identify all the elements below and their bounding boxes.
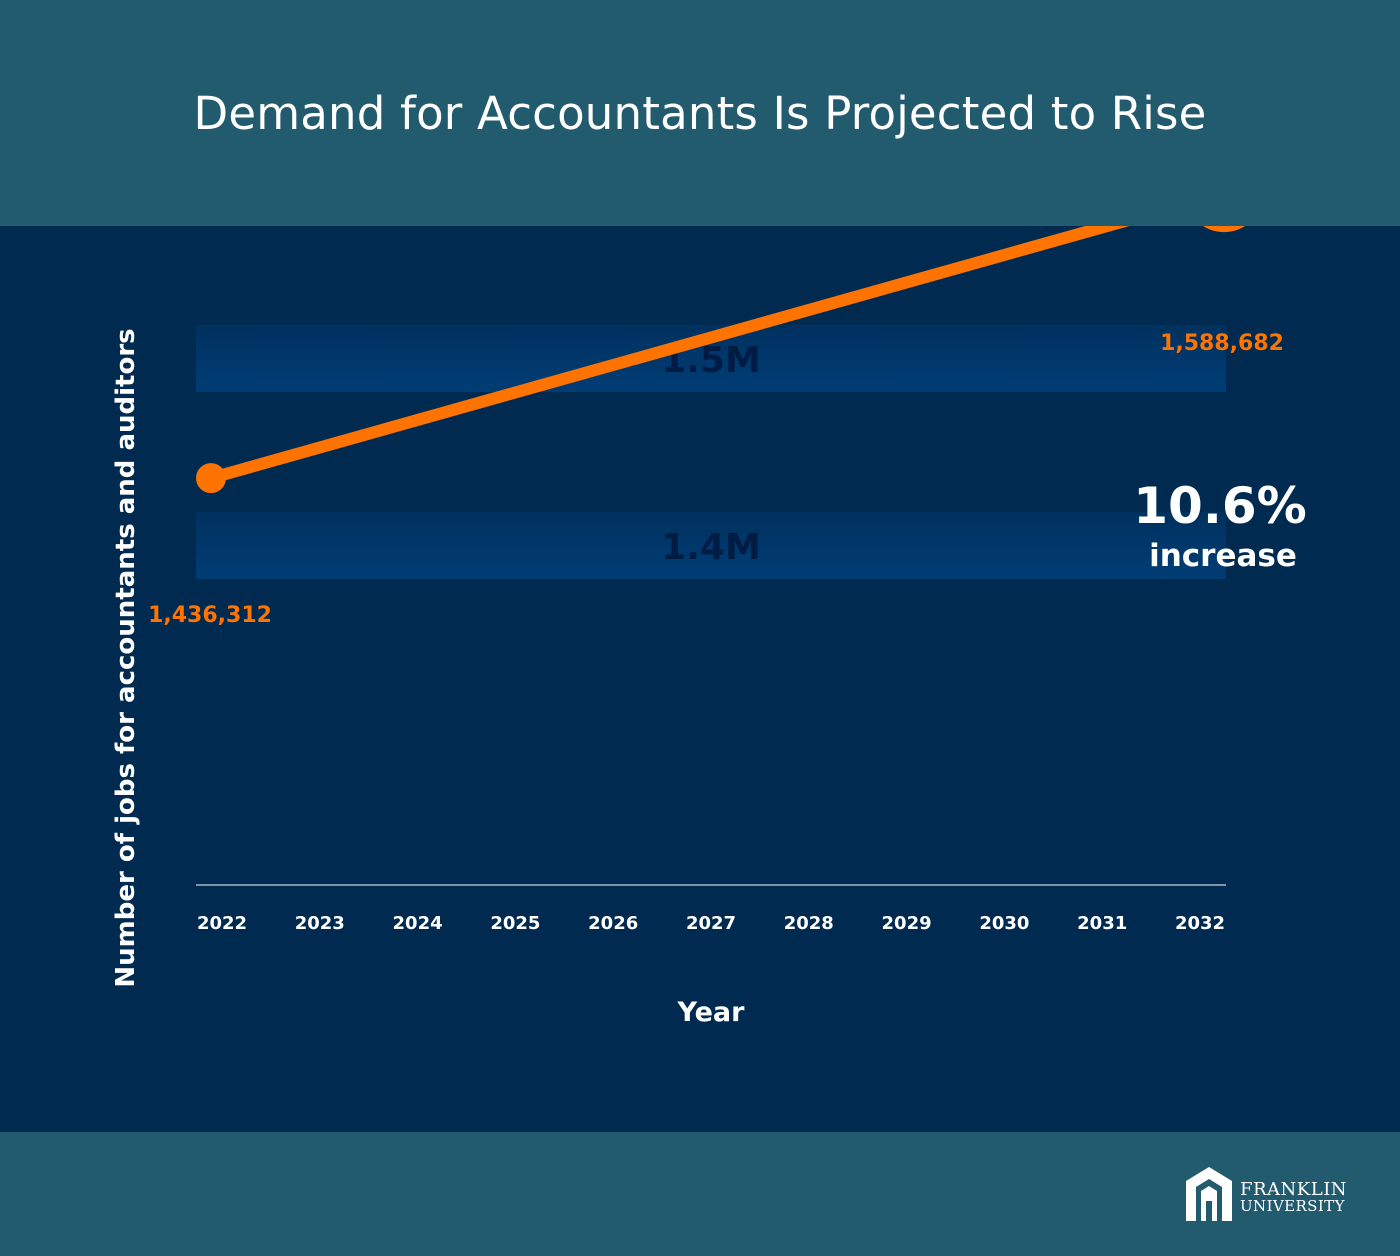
chart-area: 1.6M1.5M1.4M 202220232024202520262027202… <box>0 138 1400 1132</box>
x-tick-label: 2026 <box>588 913 638 934</box>
x-tick-label: 2022 <box>197 913 247 934</box>
gridline-band <box>196 512 1226 579</box>
x-tick-label: 2027 <box>686 913 736 934</box>
franklin-university-logo: FRANKLIN UNIVERSITY <box>1184 1163 1360 1223</box>
series-line <box>205 187 1230 485</box>
logo-wordmark: FRANKLIN UNIVERSITY <box>1240 1181 1347 1215</box>
logo-line2: UNIVERSITY <box>1240 1197 1345 1215</box>
x-tick-label: 2029 <box>882 913 932 934</box>
star-marker <box>1185 154 1263 233</box>
end-point-marker <box>1185 154 1263 233</box>
start-point-marker <box>196 463 226 494</box>
x-tick-label: 2028 <box>784 913 834 934</box>
line-chart: 1.6M1.5M1.4M 202220232024202520262027202… <box>111 138 1307 1028</box>
start-value-label: 1,436,312 <box>148 603 272 628</box>
end-value-label: 1,588,682 <box>1160 331 1284 356</box>
header-banner: Demand for Accountants Is Projected to R… <box>0 0 1400 226</box>
x-tick-label: 2024 <box>393 913 443 934</box>
x-tick-label: 2032 <box>1175 913 1225 934</box>
y-axis-label: Number of jobs for accountants and audit… <box>111 328 141 987</box>
x-axis-label: Year <box>677 997 746 1028</box>
x-tick-label: 2030 <box>979 913 1029 934</box>
arch-icon <box>1186 1167 1232 1221</box>
logo-line1: FRANKLIN <box>1240 1179 1348 1200</box>
x-tick-label: 2023 <box>295 913 345 934</box>
increase-percent: 10.6% <box>1133 477 1306 535</box>
increase-text: increase <box>1149 538 1297 574</box>
x-tick-label: 2025 <box>490 913 540 934</box>
footer-banner: FRANKLIN UNIVERSITY <box>0 1132 1400 1256</box>
y-band-label: 1.4M <box>661 527 761 568</box>
x-tick-label: 2031 <box>1077 913 1127 934</box>
chart-title: Demand for Accountants Is Projected to R… <box>193 86 1207 140</box>
